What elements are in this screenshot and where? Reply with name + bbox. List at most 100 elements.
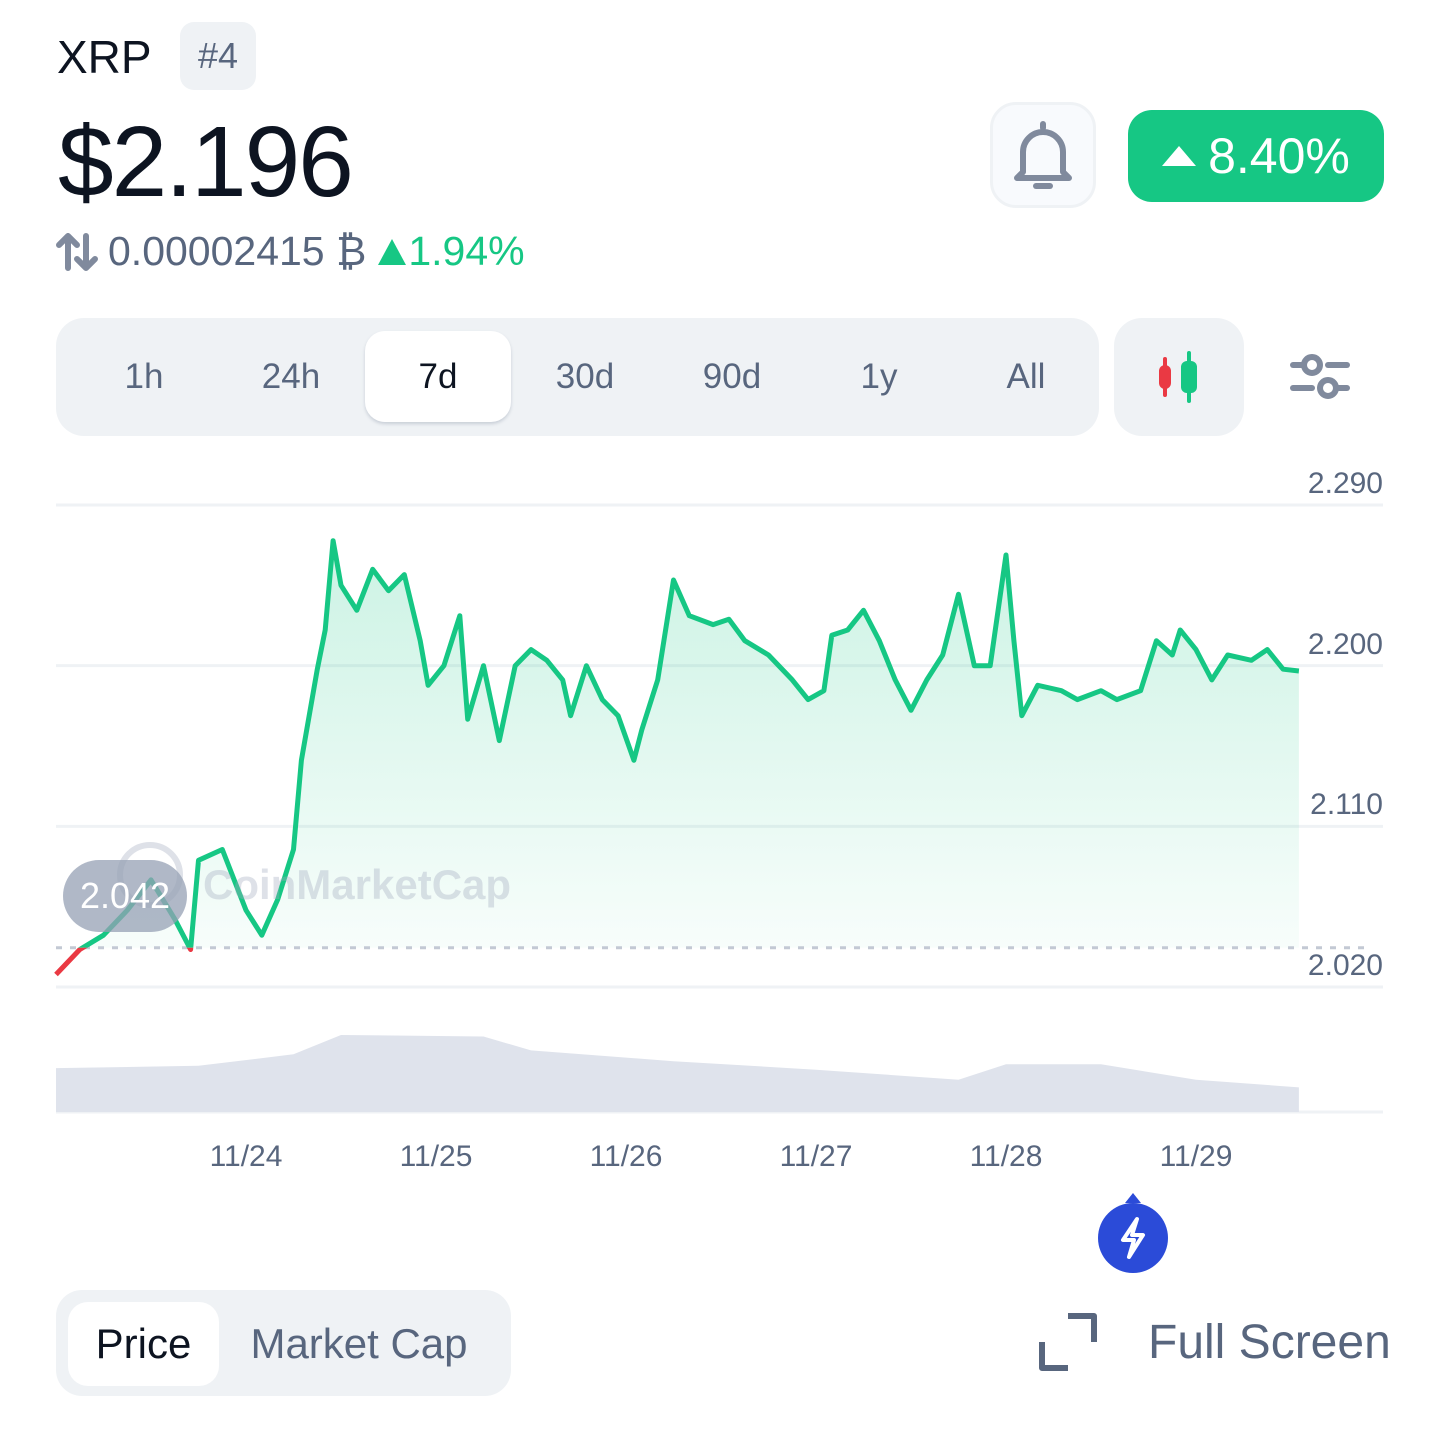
tab-90d[interactable]: 90d <box>702 356 762 396</box>
data-point <box>458 614 462 618</box>
data-point <box>1012 639 1016 643</box>
btc-price: 0.00002415 ₿ <box>108 228 367 274</box>
data-point <box>1249 658 1253 662</box>
data-point <box>513 664 517 668</box>
data-point <box>767 653 771 657</box>
full-screen-button[interactable]: Full Screen <box>1038 1312 1391 1372</box>
tab-7d[interactable]: 7d <box>365 331 511 422</box>
data-point <box>1139 689 1143 693</box>
change-value: 8.40% <box>1208 128 1350 184</box>
baseline-price-badge: 2.042 <box>63 860 187 932</box>
data-point <box>482 664 486 668</box>
data-point <box>315 667 319 671</box>
data-point <box>1059 689 1063 693</box>
data-point <box>1075 698 1079 702</box>
data-point <box>339 583 343 587</box>
tab-24h[interactable]: 24h <box>261 356 321 396</box>
data-point <box>1194 648 1198 652</box>
data-point <box>102 933 106 937</box>
data-point <box>790 678 794 682</box>
data-point <box>941 653 945 657</box>
data-point <box>877 639 881 643</box>
data-point <box>1154 639 1158 643</box>
triangle-up-icon <box>1162 146 1197 166</box>
data-point <box>323 628 327 632</box>
data-point <box>1265 648 1269 652</box>
data-point <box>1210 678 1214 682</box>
quick-action-button[interactable] <box>1097 1193 1169 1273</box>
y-tick-label: 2.020 <box>1307 949 1383 982</box>
data-point <box>529 648 533 652</box>
tab-all[interactable]: All <box>1006 356 1046 396</box>
data-point <box>1281 667 1285 671</box>
volume-bars <box>56 1035 1299 1112</box>
y-tick-label: 2.290 <box>1307 467 1383 500</box>
data-point <box>331 539 335 543</box>
btc-price-row: 0.00002415 ₿ 1.94% <box>56 228 525 275</box>
data-point <box>1170 653 1174 657</box>
x-tick-label: 11/25 <box>399 1140 473 1173</box>
sliders-icon <box>1290 354 1350 399</box>
tab-1h[interactable]: 1h <box>124 356 164 396</box>
data-point <box>1178 628 1182 632</box>
chart-mode-price[interactable]: Price <box>68 1302 219 1386</box>
data-point <box>600 698 604 702</box>
data-point <box>957 592 961 596</box>
y-tick-label: 2.110 <box>1310 788 1383 822</box>
chart-mode-toggle: Price Market Cap <box>56 1290 511 1396</box>
y-tick-label: 2.200 <box>1307 627 1383 661</box>
rank-badge: #4 <box>180 22 256 90</box>
coin-name: XRP <box>57 31 152 83</box>
data-point <box>806 698 810 702</box>
x-tick-label: 11/27 <box>779 1140 853 1173</box>
data-point <box>640 728 644 732</box>
data-point <box>402 573 406 577</box>
x-tick-label: 11/28 <box>969 1140 1043 1173</box>
full-screen-label: Full Screen <box>1148 1315 1391 1369</box>
data-point <box>260 933 264 937</box>
data-point <box>1297 669 1301 673</box>
price-alert-button[interactable] <box>990 102 1096 208</box>
data-point <box>862 608 866 612</box>
data-point <box>846 628 850 632</box>
x-tick-label: 11/24 <box>209 1140 283 1173</box>
data-point <box>727 617 731 621</box>
x-tick-label: 11/26 <box>589 1140 663 1173</box>
candlestick-icon <box>1159 351 1197 403</box>
x-tick-label: 11/29 <box>1159 1140 1233 1173</box>
tab-30d[interactable]: 30d <box>555 356 615 396</box>
price: $2.196 <box>58 106 354 218</box>
data-point <box>387 589 391 593</box>
chart-mode-market-cap[interactable]: Market Cap <box>250 1320 468 1367</box>
triangle-up-icon <box>378 238 407 265</box>
watermark-text: CoinMarketCap <box>203 861 512 908</box>
data-point <box>569 714 573 718</box>
data-point <box>1020 714 1024 718</box>
timeframe-tabs: 1h 24h 7d 30d 90d 1y All <box>56 318 1099 436</box>
swap-arrows-icon[interactable] <box>56 232 98 272</box>
tab-1y[interactable]: 1y <box>860 356 898 396</box>
candlestick-toggle-button[interactable] <box>1114 318 1244 436</box>
data-point <box>189 948 193 952</box>
lightning-icon <box>1098 1193 1168 1273</box>
btc-change-value: 1.94% <box>408 228 525 274</box>
chart-settings-button[interactable] <box>1284 344 1356 410</box>
data-point <box>711 623 715 627</box>
data-point <box>1004 553 1008 557</box>
data-point <box>78 948 82 952</box>
data-point <box>972 664 976 668</box>
data-point <box>371 567 375 571</box>
data-point <box>893 678 897 682</box>
data-point <box>830 633 834 637</box>
data-point <box>656 678 660 682</box>
data-point <box>584 664 588 668</box>
data-point <box>988 664 992 668</box>
data-point <box>442 664 446 668</box>
volume-area <box>56 1035 1299 1112</box>
data-point <box>1226 653 1230 657</box>
btc-change: 1.94% <box>376 228 525 275</box>
data-point <box>822 689 826 693</box>
data-point <box>418 639 422 643</box>
data-point <box>561 678 565 682</box>
grid-lines <box>56 503 1383 1114</box>
